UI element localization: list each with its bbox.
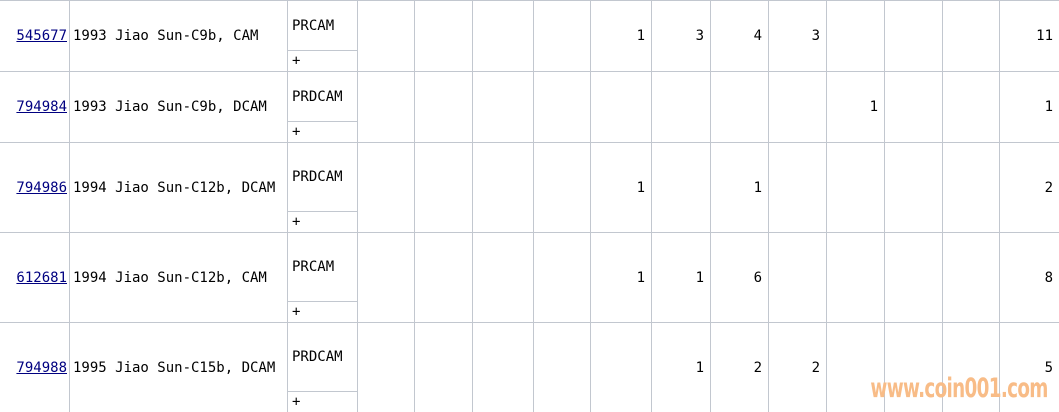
table-row: 545677 1993 Jiao Sun-C9b, CAM PRCAM + 1 … xyxy=(0,0,1059,71)
grade-count-cell xyxy=(943,1,1000,71)
grade-count-cell: 1 xyxy=(591,1,652,71)
grade-count-cell: 1 xyxy=(591,143,652,232)
table-row: 794986 1994 Jiao Sun-C12b, DCAM PRDCAM +… xyxy=(0,142,1059,232)
cert-cell: 794986 xyxy=(0,143,70,232)
grade-count-cell xyxy=(885,323,943,412)
grade-count-cell xyxy=(358,323,415,412)
coin-description: 1995 Jiao Sun-C15b, DCAM xyxy=(70,323,288,412)
cert-cell: 794988 xyxy=(0,323,70,412)
grade-count-cell xyxy=(885,72,943,142)
cert-link[interactable]: 612681 xyxy=(16,269,67,286)
designation-label: PRCAM xyxy=(292,17,335,34)
plus-designation: + xyxy=(288,301,357,322)
grade-count-cell xyxy=(534,233,591,322)
grade-count-cell xyxy=(415,72,473,142)
designation-cell: PRCAM + xyxy=(288,233,358,322)
grade-count-cell xyxy=(358,1,415,71)
grade-count-cell xyxy=(358,233,415,322)
grade-count-cell xyxy=(415,233,473,322)
coin-description: 1994 Jiao Sun-C12b, CAM xyxy=(70,233,288,322)
total-count-cell: 2 xyxy=(1044,179,1053,196)
designation-cell: PRDCAM + xyxy=(288,72,358,142)
grade-count-cell xyxy=(473,143,534,232)
plus-designation: + xyxy=(288,391,357,412)
grade-count-cell xyxy=(358,72,415,142)
designation-label: PRDCAM xyxy=(292,169,343,185)
grade-count-cell: 1 xyxy=(652,233,711,322)
grade-count-cell xyxy=(415,1,473,71)
grade-count-cell xyxy=(885,233,943,322)
grade-count-cell: 2 xyxy=(711,323,769,412)
grade-count-cell xyxy=(827,233,885,322)
grade-count-cell: 3 xyxy=(652,1,711,71)
grade-count-cell xyxy=(943,233,1000,322)
total-count-cell: 11 xyxy=(1036,28,1053,44)
grade-count-cell xyxy=(591,323,652,412)
total-count-cell: 5 xyxy=(1044,359,1053,376)
grade-count-cell xyxy=(591,72,652,142)
grade-count-cell xyxy=(827,143,885,232)
grade-count-cell xyxy=(534,72,591,142)
designation-label: PRCAM xyxy=(292,259,335,275)
grade-count-cell xyxy=(415,143,473,232)
grade-count-cell xyxy=(711,72,769,142)
plus-designation: + xyxy=(288,50,357,71)
designation-cell: PRDCAM + xyxy=(288,323,358,412)
cert-link[interactable]: 794984 xyxy=(16,99,67,115)
coin-description: 1994 Jiao Sun-C12b, DCAM xyxy=(70,143,288,232)
grade-count-cell: 1 xyxy=(827,72,885,142)
plus-designation: + xyxy=(288,121,357,142)
cert-link[interactable]: 545677 xyxy=(16,28,67,44)
grade-count-cell: 6 xyxy=(711,233,769,322)
total-count-cell: 8 xyxy=(1044,269,1053,286)
grade-count-cell xyxy=(943,323,1000,412)
grade-count-cell xyxy=(473,1,534,71)
grade-count-cell xyxy=(827,323,885,412)
grade-count-cell: 3 xyxy=(769,1,827,71)
grade-count-cell: 1 xyxy=(711,143,769,232)
table-row: 612681 1994 Jiao Sun-C12b, CAM PRCAM + 1… xyxy=(0,232,1059,322)
designation-cell: PRDCAM + xyxy=(288,143,358,232)
grade-count-cell xyxy=(769,233,827,322)
coin-description: 1993 Jiao Sun-C9b, DCAM xyxy=(70,72,288,142)
cert-link[interactable]: 794986 xyxy=(16,179,67,196)
grade-count-cell: 1 xyxy=(652,323,711,412)
cert-cell: 794984 xyxy=(0,72,70,142)
grade-count-cell xyxy=(415,323,473,412)
grade-count-cell xyxy=(652,143,711,232)
table-row: 794988 1995 Jiao Sun-C15b, DCAM PRDCAM +… xyxy=(0,322,1059,412)
grade-count-cell xyxy=(534,1,591,71)
grade-count-cell xyxy=(769,143,827,232)
cert-link[interactable]: 794988 xyxy=(16,359,67,376)
plus-designation: + xyxy=(288,211,357,232)
grade-count-cell xyxy=(534,323,591,412)
designation-label: PRDCAM xyxy=(292,88,343,105)
grade-count-cell xyxy=(534,143,591,232)
coin-description: 1993 Jiao Sun-C9b, CAM xyxy=(70,1,288,71)
table-row: 794984 1993 Jiao Sun-C9b, DCAM PRDCAM + … xyxy=(0,71,1059,142)
designation-label: PRDCAM xyxy=(292,349,343,365)
grade-count-cell xyxy=(473,72,534,142)
grade-count-cell xyxy=(885,1,943,71)
grade-count-cell xyxy=(885,143,943,232)
cert-cell: 545677 xyxy=(0,1,70,71)
designation-cell: PRCAM + xyxy=(288,1,358,71)
grade-count-cell xyxy=(943,143,1000,232)
grade-count-cell xyxy=(473,233,534,322)
grade-count-cell xyxy=(358,143,415,232)
grade-count-cell: 1 xyxy=(591,233,652,322)
grade-count-cell: 2 xyxy=(769,323,827,412)
grade-count-cell xyxy=(473,323,534,412)
total-count-cell: 1 xyxy=(1044,99,1053,115)
grade-count-cell xyxy=(943,72,1000,142)
cert-cell: 612681 xyxy=(0,233,70,322)
grade-count-cell: 4 xyxy=(711,1,769,71)
grade-count-cell xyxy=(827,1,885,71)
grade-count-cell xyxy=(652,72,711,142)
grade-count-cell xyxy=(769,72,827,142)
